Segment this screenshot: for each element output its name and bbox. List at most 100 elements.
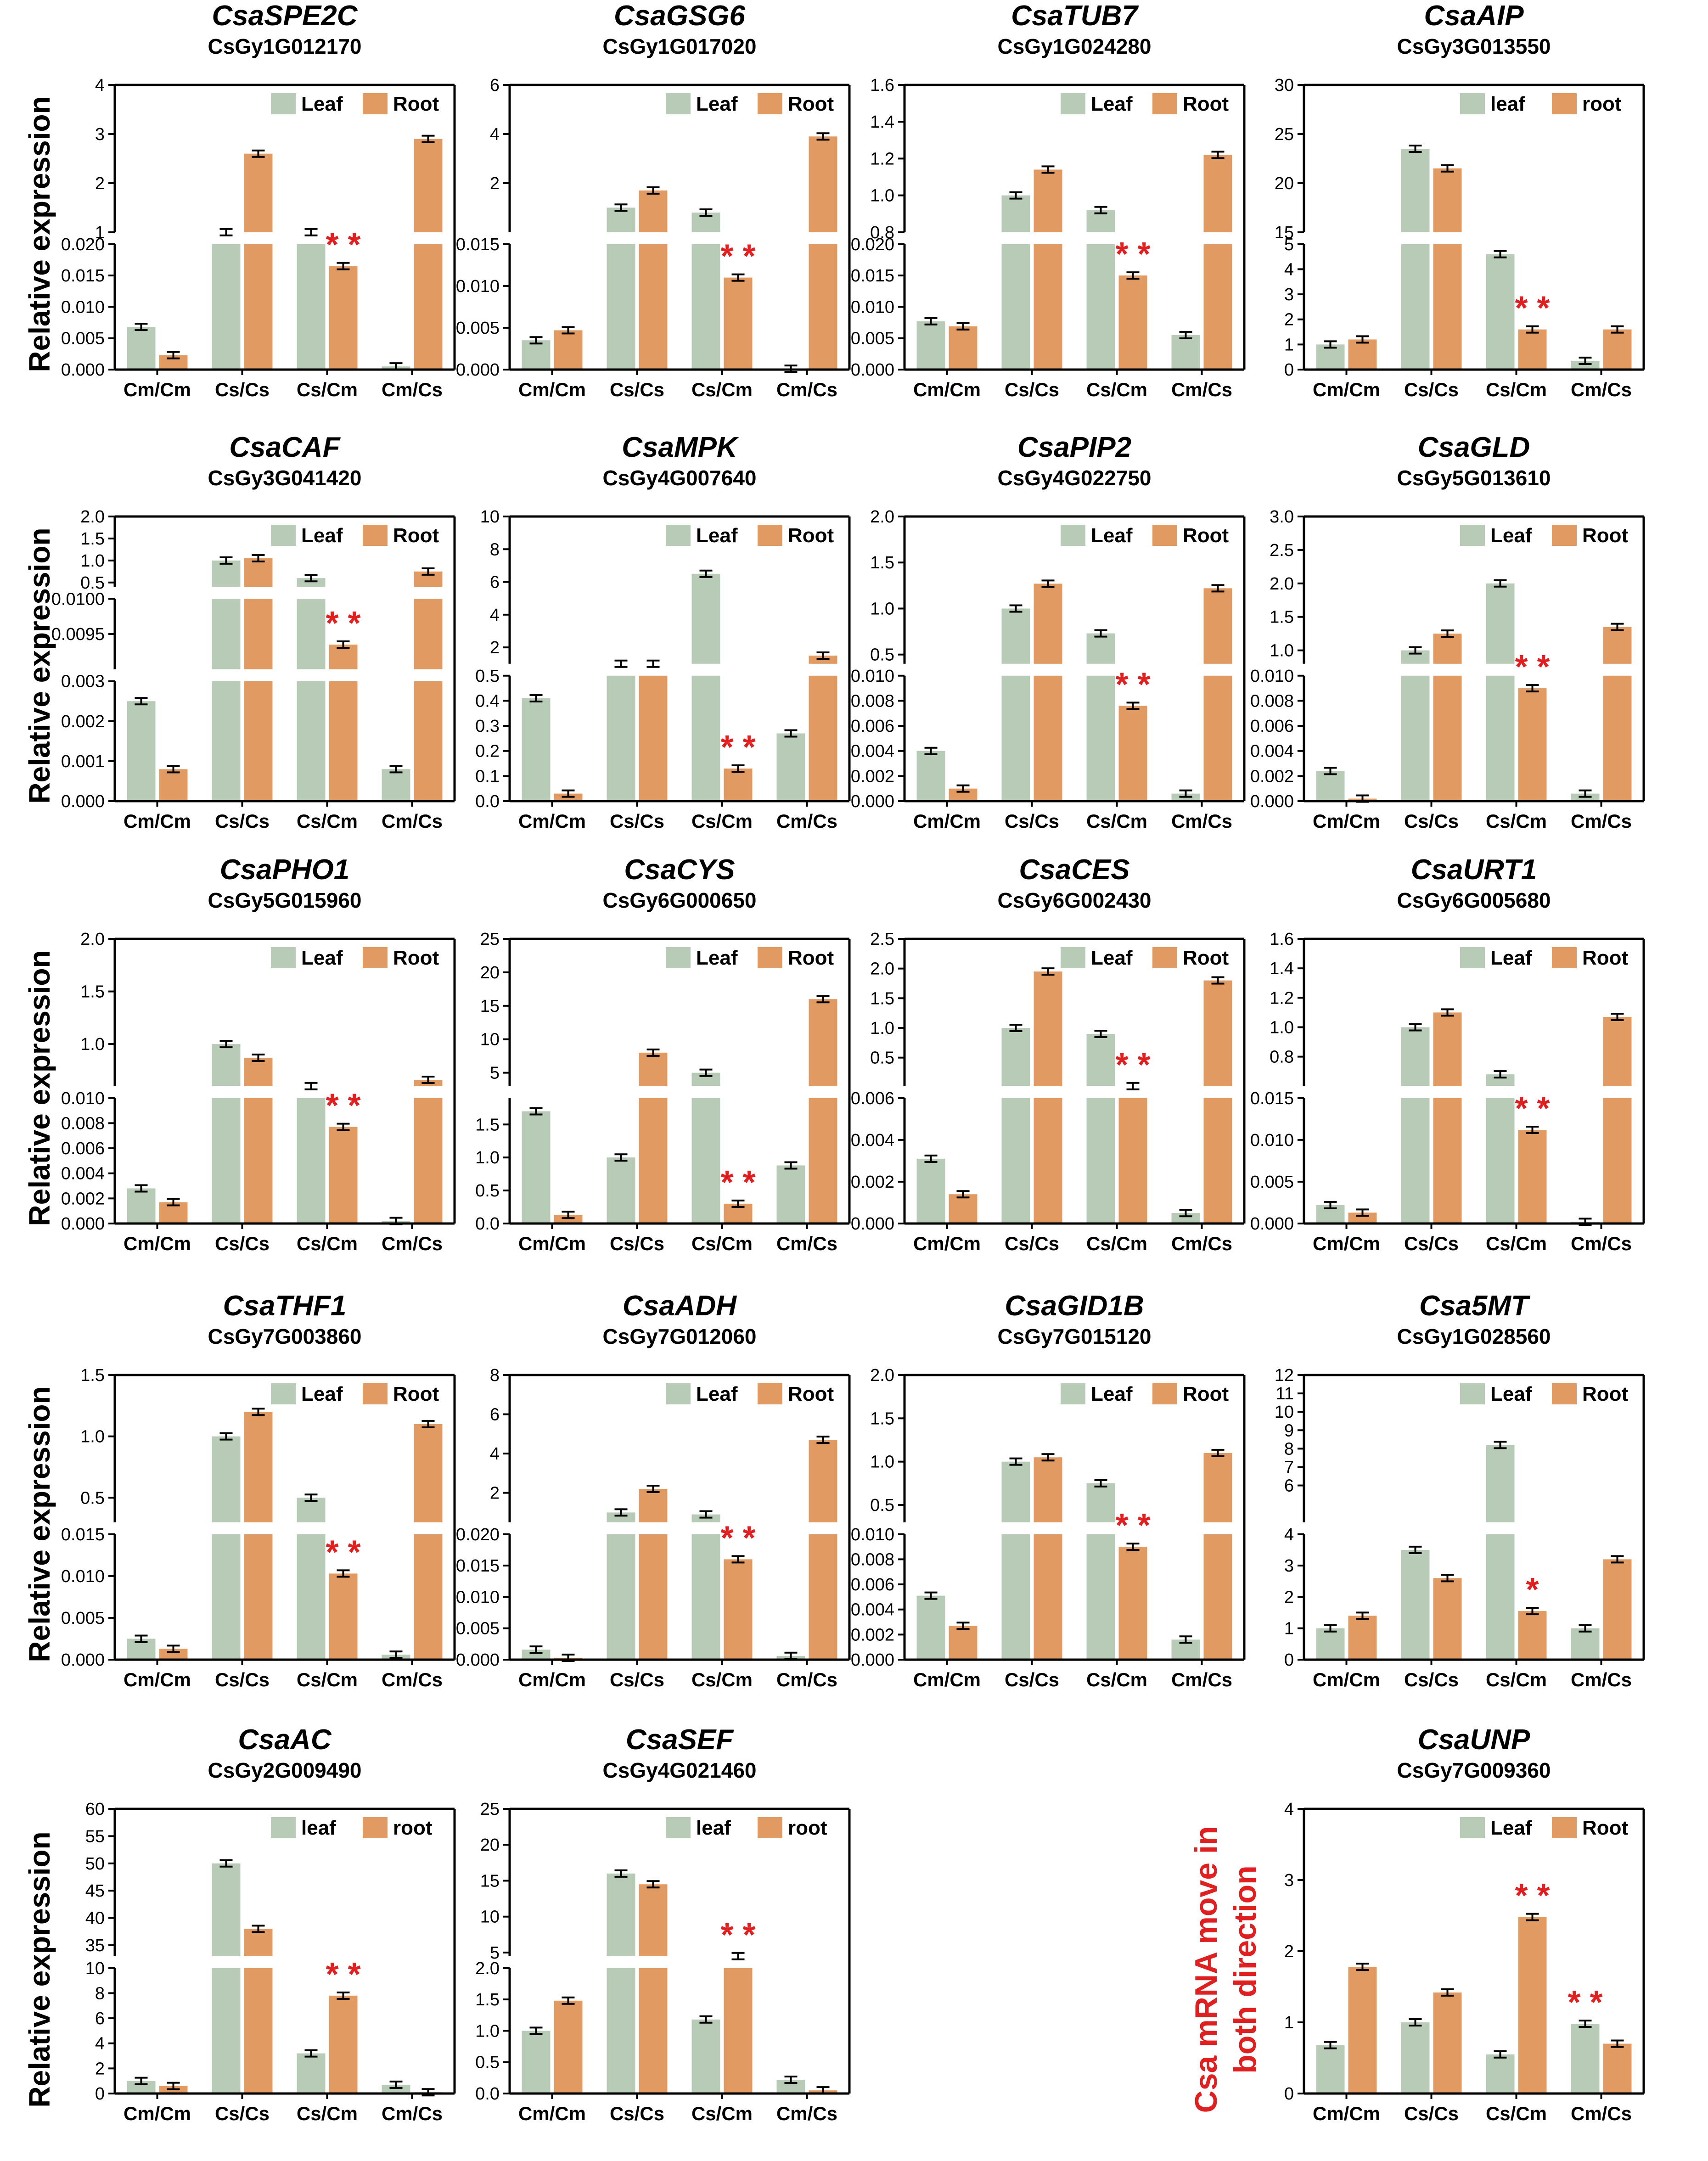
y-tick-label: 0.010 bbox=[456, 277, 500, 296]
legend-label-root: Root bbox=[393, 93, 439, 115]
bar-Root-Cm/Cs bbox=[414, 599, 443, 669]
bar-Leaf-Cs/Cs bbox=[212, 681, 241, 801]
x-tick-label-Cs/Cs: Cs/Cs bbox=[610, 1233, 664, 1254]
chart-title: CsaADH bbox=[623, 1290, 737, 1322]
y-tick-label: 1.5 bbox=[870, 1409, 894, 1428]
y-tick-label: 0.000 bbox=[851, 1214, 894, 1234]
legend-label-root: Root bbox=[788, 947, 834, 969]
legend-label-leaf: leaf bbox=[1490, 93, 1525, 115]
legend-label-leaf: Leaf bbox=[1490, 947, 1532, 969]
legend-swatch-leaf bbox=[271, 93, 296, 114]
bar-Root-Cs/Cs bbox=[244, 153, 273, 232]
legend-label-root: root bbox=[1582, 93, 1622, 115]
bar-leaf-Cm/Cs bbox=[382, 2084, 410, 2094]
chart-panel-CsaGLD: CsaGLD CsGy5G013610 * * 0.000 0.002 0.004 0.00… bbox=[1250, 432, 1645, 832]
y-tick-label: 0.2 bbox=[475, 742, 500, 761]
y-tick-label: 0.5 bbox=[870, 1049, 894, 1068]
bar-leaf-Cs/Cs bbox=[212, 1863, 241, 1956]
y-tick-label: 0.000 bbox=[851, 792, 894, 811]
y-tick-label: 1.0 bbox=[870, 186, 894, 206]
y-tick-label: 0.015 bbox=[851, 266, 894, 286]
y-tick-label: 0.015 bbox=[456, 235, 500, 254]
bar-leaf-Cs/Cs bbox=[1401, 148, 1430, 232]
bar-Root-Cm/Cs bbox=[414, 139, 443, 232]
legend-swatch-root bbox=[1552, 525, 1577, 546]
chart-title: CsaCES bbox=[1019, 854, 1129, 886]
y-tick-label: 0.010 bbox=[1250, 1131, 1294, 1150]
chart-subtitle: CsGy6G002430 bbox=[997, 888, 1151, 912]
bar-Root-Cm/Cs bbox=[414, 244, 443, 370]
legend-swatch-root bbox=[363, 93, 388, 114]
y-tick-label: 4 bbox=[1284, 260, 1294, 279]
y-tick-label: 35 bbox=[85, 1936, 105, 1955]
x-tick-label-Cm/Cs: Cm/Cs bbox=[1171, 1233, 1232, 1254]
x-tick-label-Cs/Cm: Cs/Cm bbox=[1486, 379, 1547, 400]
bar-Root-Cm/Cs bbox=[1203, 244, 1232, 370]
bar-Root-Cs/Cs bbox=[244, 681, 273, 801]
legend-swatch-root bbox=[1552, 93, 1577, 114]
y-tick-label: 1.5 bbox=[80, 529, 105, 549]
x-tick-label-Cs/Cm: Cs/Cm bbox=[297, 1669, 358, 1690]
x-tick-label-Cs/Cs: Cs/Cs bbox=[1404, 810, 1459, 832]
x-tick-label-Cm/Cs: Cm/Cs bbox=[1571, 810, 1632, 832]
legend-swatch-root bbox=[1552, 947, 1577, 968]
y-tick-label: 0.010 bbox=[851, 1525, 894, 1544]
chart-title: CsaURT1 bbox=[1411, 854, 1537, 886]
bar-Leaf-Cm/Cm bbox=[522, 698, 551, 801]
x-tick-label-Cm/Cs: Cm/Cs bbox=[776, 1233, 837, 1254]
legend-label-root: Root bbox=[1183, 1383, 1229, 1405]
y-tick-label: 1.0 bbox=[870, 599, 894, 618]
legend-swatch-root bbox=[363, 525, 388, 546]
bar-Leaf-Cs/Cm bbox=[297, 681, 326, 801]
chart-title: CsaUNP bbox=[1418, 1724, 1530, 1756]
y-tick-label: 0.000 bbox=[61, 360, 105, 380]
y-tick-label: 0.004 bbox=[851, 742, 894, 761]
bar-Root-Cm/Cs bbox=[414, 1424, 443, 1522]
bar-Root-Cs/Cs bbox=[1034, 675, 1062, 801]
x-tick-label-Cs/Cs: Cs/Cs bbox=[215, 379, 270, 400]
y-tick-label: 0.000 bbox=[61, 792, 105, 811]
x-tick-label-Cs/Cm: Cs/Cm bbox=[1086, 1669, 1147, 1690]
bar-Root-Cs/Cs bbox=[1034, 971, 1062, 1086]
bar-Root-Cm/Cs bbox=[1203, 1453, 1232, 1522]
bar-Leaf-Cm/Cm bbox=[127, 327, 156, 370]
bar-Leaf-Cs/Cm bbox=[691, 675, 720, 801]
bar-Root-Cs/Cm bbox=[1518, 1611, 1547, 1660]
bar-Root-Cs/Cs bbox=[1433, 1992, 1462, 2094]
legend-label-leaf: Leaf bbox=[1091, 947, 1133, 969]
y-tick-label: 0.010 bbox=[61, 1567, 105, 1586]
chart-title: CsaAC bbox=[238, 1724, 332, 1756]
bar-Leaf-Cs/Cm bbox=[1086, 1098, 1115, 1224]
y-tick-label: 0.010 bbox=[851, 667, 894, 686]
y-tick-label: 0.000 bbox=[1250, 792, 1294, 811]
y-tick-label: 5 bbox=[490, 1943, 500, 1963]
y-tick-label: 20 bbox=[1275, 174, 1294, 193]
y-tick-label: 15 bbox=[480, 997, 500, 1016]
legend-label-root: Root bbox=[393, 947, 439, 969]
chart-subtitle: CsGy5G015960 bbox=[208, 888, 361, 912]
y-axis-label-row-5: Relative expression bbox=[23, 1831, 56, 2107]
chart-subtitle: CsGy1G024280 bbox=[997, 34, 1151, 58]
bar-Root-Cm/Cs bbox=[414, 1534, 443, 1660]
bar-Root-Cm/Cs bbox=[1603, 675, 1632, 801]
y-tick-label: 0.006 bbox=[1250, 717, 1294, 736]
y-tick-label: 0.015 bbox=[1250, 1089, 1294, 1108]
y-tick-label: 2.5 bbox=[870, 930, 894, 949]
bar-Leaf-Cm/Cm bbox=[522, 1111, 551, 1224]
bar-Root-Cs/Cs bbox=[639, 1489, 668, 1522]
y-axis-label-row-3: Relative expression bbox=[23, 950, 56, 1226]
bar-Root-Cm/Cs bbox=[809, 1098, 837, 1224]
y-tick-label: 2.0 bbox=[1270, 574, 1294, 594]
y-tick-label: 0.002 bbox=[61, 1189, 105, 1208]
y-tick-label: 1.0 bbox=[870, 1019, 894, 1038]
bar-Leaf-Cm/Cs bbox=[1571, 2024, 1600, 2094]
bar-Leaf-Cm/Cm bbox=[127, 1188, 156, 1224]
legend-label-leaf: Leaf bbox=[1490, 1383, 1532, 1405]
y-tick-label: 0 bbox=[1284, 2084, 1294, 2104]
y-tick-label: 25 bbox=[480, 930, 500, 949]
y-tick-label: 0.5 bbox=[870, 1496, 894, 1515]
legend-label-leaf: Leaf bbox=[696, 524, 738, 547]
x-tick-label-Cs/Cs: Cs/Cs bbox=[215, 1669, 270, 1690]
